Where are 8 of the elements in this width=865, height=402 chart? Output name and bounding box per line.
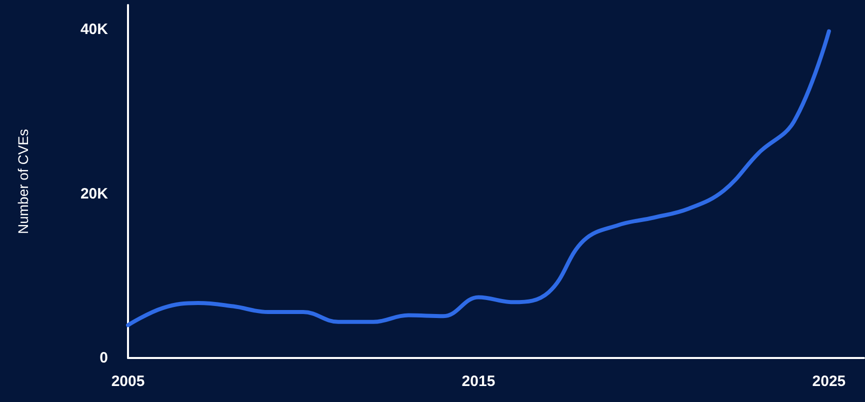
x-tick-label: 2015 <box>462 373 496 390</box>
y-tick-label: 0 <box>100 350 108 366</box>
y-axis-title: Number of CVEs <box>15 128 31 234</box>
line-series <box>126 29 831 328</box>
y-tick-label: 40K <box>80 21 108 38</box>
x-tick-label: 2025 <box>812 373 846 390</box>
y-tick-label: 20K <box>80 185 108 202</box>
x-tick-label: 2005 <box>111 373 145 390</box>
